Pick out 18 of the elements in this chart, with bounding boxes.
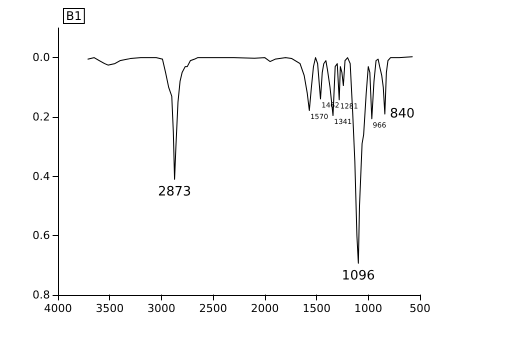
x-tick-label: 4000 [44, 302, 72, 315]
x-tick-label: 2000 [250, 302, 279, 315]
line-series [87, 56, 413, 264]
y-tick-label: 0.0 [32, 51, 50, 64]
annotation: 1096 [342, 268, 375, 284]
x-tick-label: 500 [410, 302, 430, 315]
chart-title: B1 [66, 9, 82, 23]
x-tick-label: 3000 [147, 302, 176, 315]
x-tick-label: 2500 [199, 302, 228, 315]
annotation: 2873 [158, 184, 192, 200]
x-tick-label: 1500 [302, 302, 331, 315]
y-tick-label: 0.6 [32, 229, 50, 242]
x-tick-label: 1000 [354, 302, 382, 315]
x-tick-label: 3500 [96, 302, 124, 315]
y-tick-label: 0.2 [32, 110, 50, 124]
y-tick-label: 0.8 [32, 288, 50, 302]
annotation: 840 [390, 106, 415, 122]
y-tick-label: 0.4 [32, 170, 50, 183]
